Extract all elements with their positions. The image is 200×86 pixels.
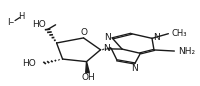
Text: N: N [103,44,109,53]
Text: HO: HO [32,20,46,29]
Text: N: N [153,33,160,42]
Text: HO: HO [22,59,35,68]
Text: H: H [18,12,25,21]
Text: OH: OH [81,73,95,82]
Text: N: N [103,33,110,42]
Text: N: N [131,64,138,73]
Text: O: O [80,28,87,37]
Text: I–: I– [7,18,14,27]
Polygon shape [85,62,89,73]
Text: NH₂: NH₂ [177,47,194,56]
Text: CH₃: CH₃ [171,29,187,38]
